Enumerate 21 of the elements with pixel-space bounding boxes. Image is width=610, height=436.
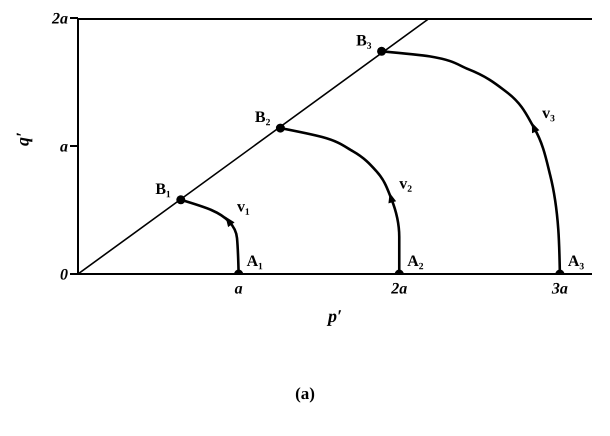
point (377, 46, 386, 56)
point (176, 195, 186, 204)
x-axis-title: p′ (326, 306, 342, 326)
x-tick-label: 2a (390, 280, 408, 298)
y-tick-label: 2a (51, 10, 68, 28)
y-axis-title: q′ (12, 132, 32, 146)
text: (a) (294, 384, 316, 404)
annotation: v₃ (542, 105, 556, 122)
x-tick-label: 3a (550, 280, 568, 298)
annotation: B₂ (254, 109, 271, 126)
y-tick-label: 0 (60, 266, 68, 284)
point (276, 124, 285, 133)
annotation: v₁ (236, 198, 250, 216)
annotation: B₁ (155, 180, 172, 198)
annotation: A₁ (246, 253, 264, 270)
annotation: A₃ (568, 253, 584, 270)
annotation: A₂ (407, 253, 424, 270)
annotation: v₂ (399, 175, 412, 192)
annotation: B₃ (356, 32, 372, 50)
x-tick-label: a (234, 280, 243, 298)
y-tick-label: a (60, 138, 68, 156)
